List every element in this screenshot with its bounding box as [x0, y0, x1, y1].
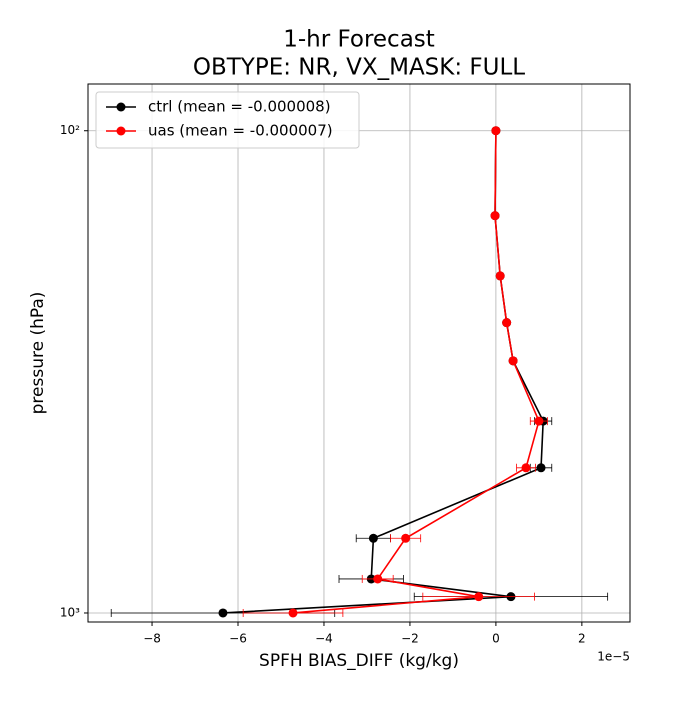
marker — [288, 608, 298, 618]
legend-marker — [116, 102, 126, 112]
marker — [490, 211, 500, 221]
x-tick-label: −4 — [315, 632, 333, 646]
y-tick-label: 10³ — [60, 605, 80, 619]
legend-label: ctrl (mean = -0.000008) — [148, 98, 331, 116]
marker — [373, 574, 383, 584]
marker — [536, 463, 546, 473]
marker — [508, 356, 518, 366]
x-tick-label: −8 — [143, 632, 161, 646]
y-tick-label: 10² — [60, 123, 80, 137]
chart-title: 1-hr Forecast — [283, 27, 435, 53]
marker — [491, 126, 501, 136]
plot-frame — [87, 83, 631, 623]
legend-label: uas (mean = -0.000007) — [148, 122, 333, 140]
marker — [495, 271, 505, 281]
x-tick-label: 0 — [492, 632, 500, 646]
marker — [401, 533, 411, 543]
legend-box — [95, 91, 360, 149]
marker — [474, 592, 484, 602]
marker — [502, 318, 512, 328]
x-tick-label: −6 — [229, 632, 247, 646]
marker — [368, 533, 378, 543]
x-tick-label: 2 — [578, 632, 586, 646]
marker — [521, 463, 531, 473]
legend-marker — [116, 126, 126, 136]
y-axis-label: pressure (hPa) — [28, 292, 48, 415]
x-axis-label: SPFH BIAS_DIFF (kg/kg) — [259, 651, 459, 671]
x-offset-label: 1e−5 — [597, 650, 630, 664]
marker — [534, 416, 544, 426]
x-tick-label: −2 — [401, 632, 419, 646]
chart-subtitle: OBTYPE: NR, VX_MASK: FULL — [193, 55, 525, 81]
marker — [218, 608, 228, 618]
